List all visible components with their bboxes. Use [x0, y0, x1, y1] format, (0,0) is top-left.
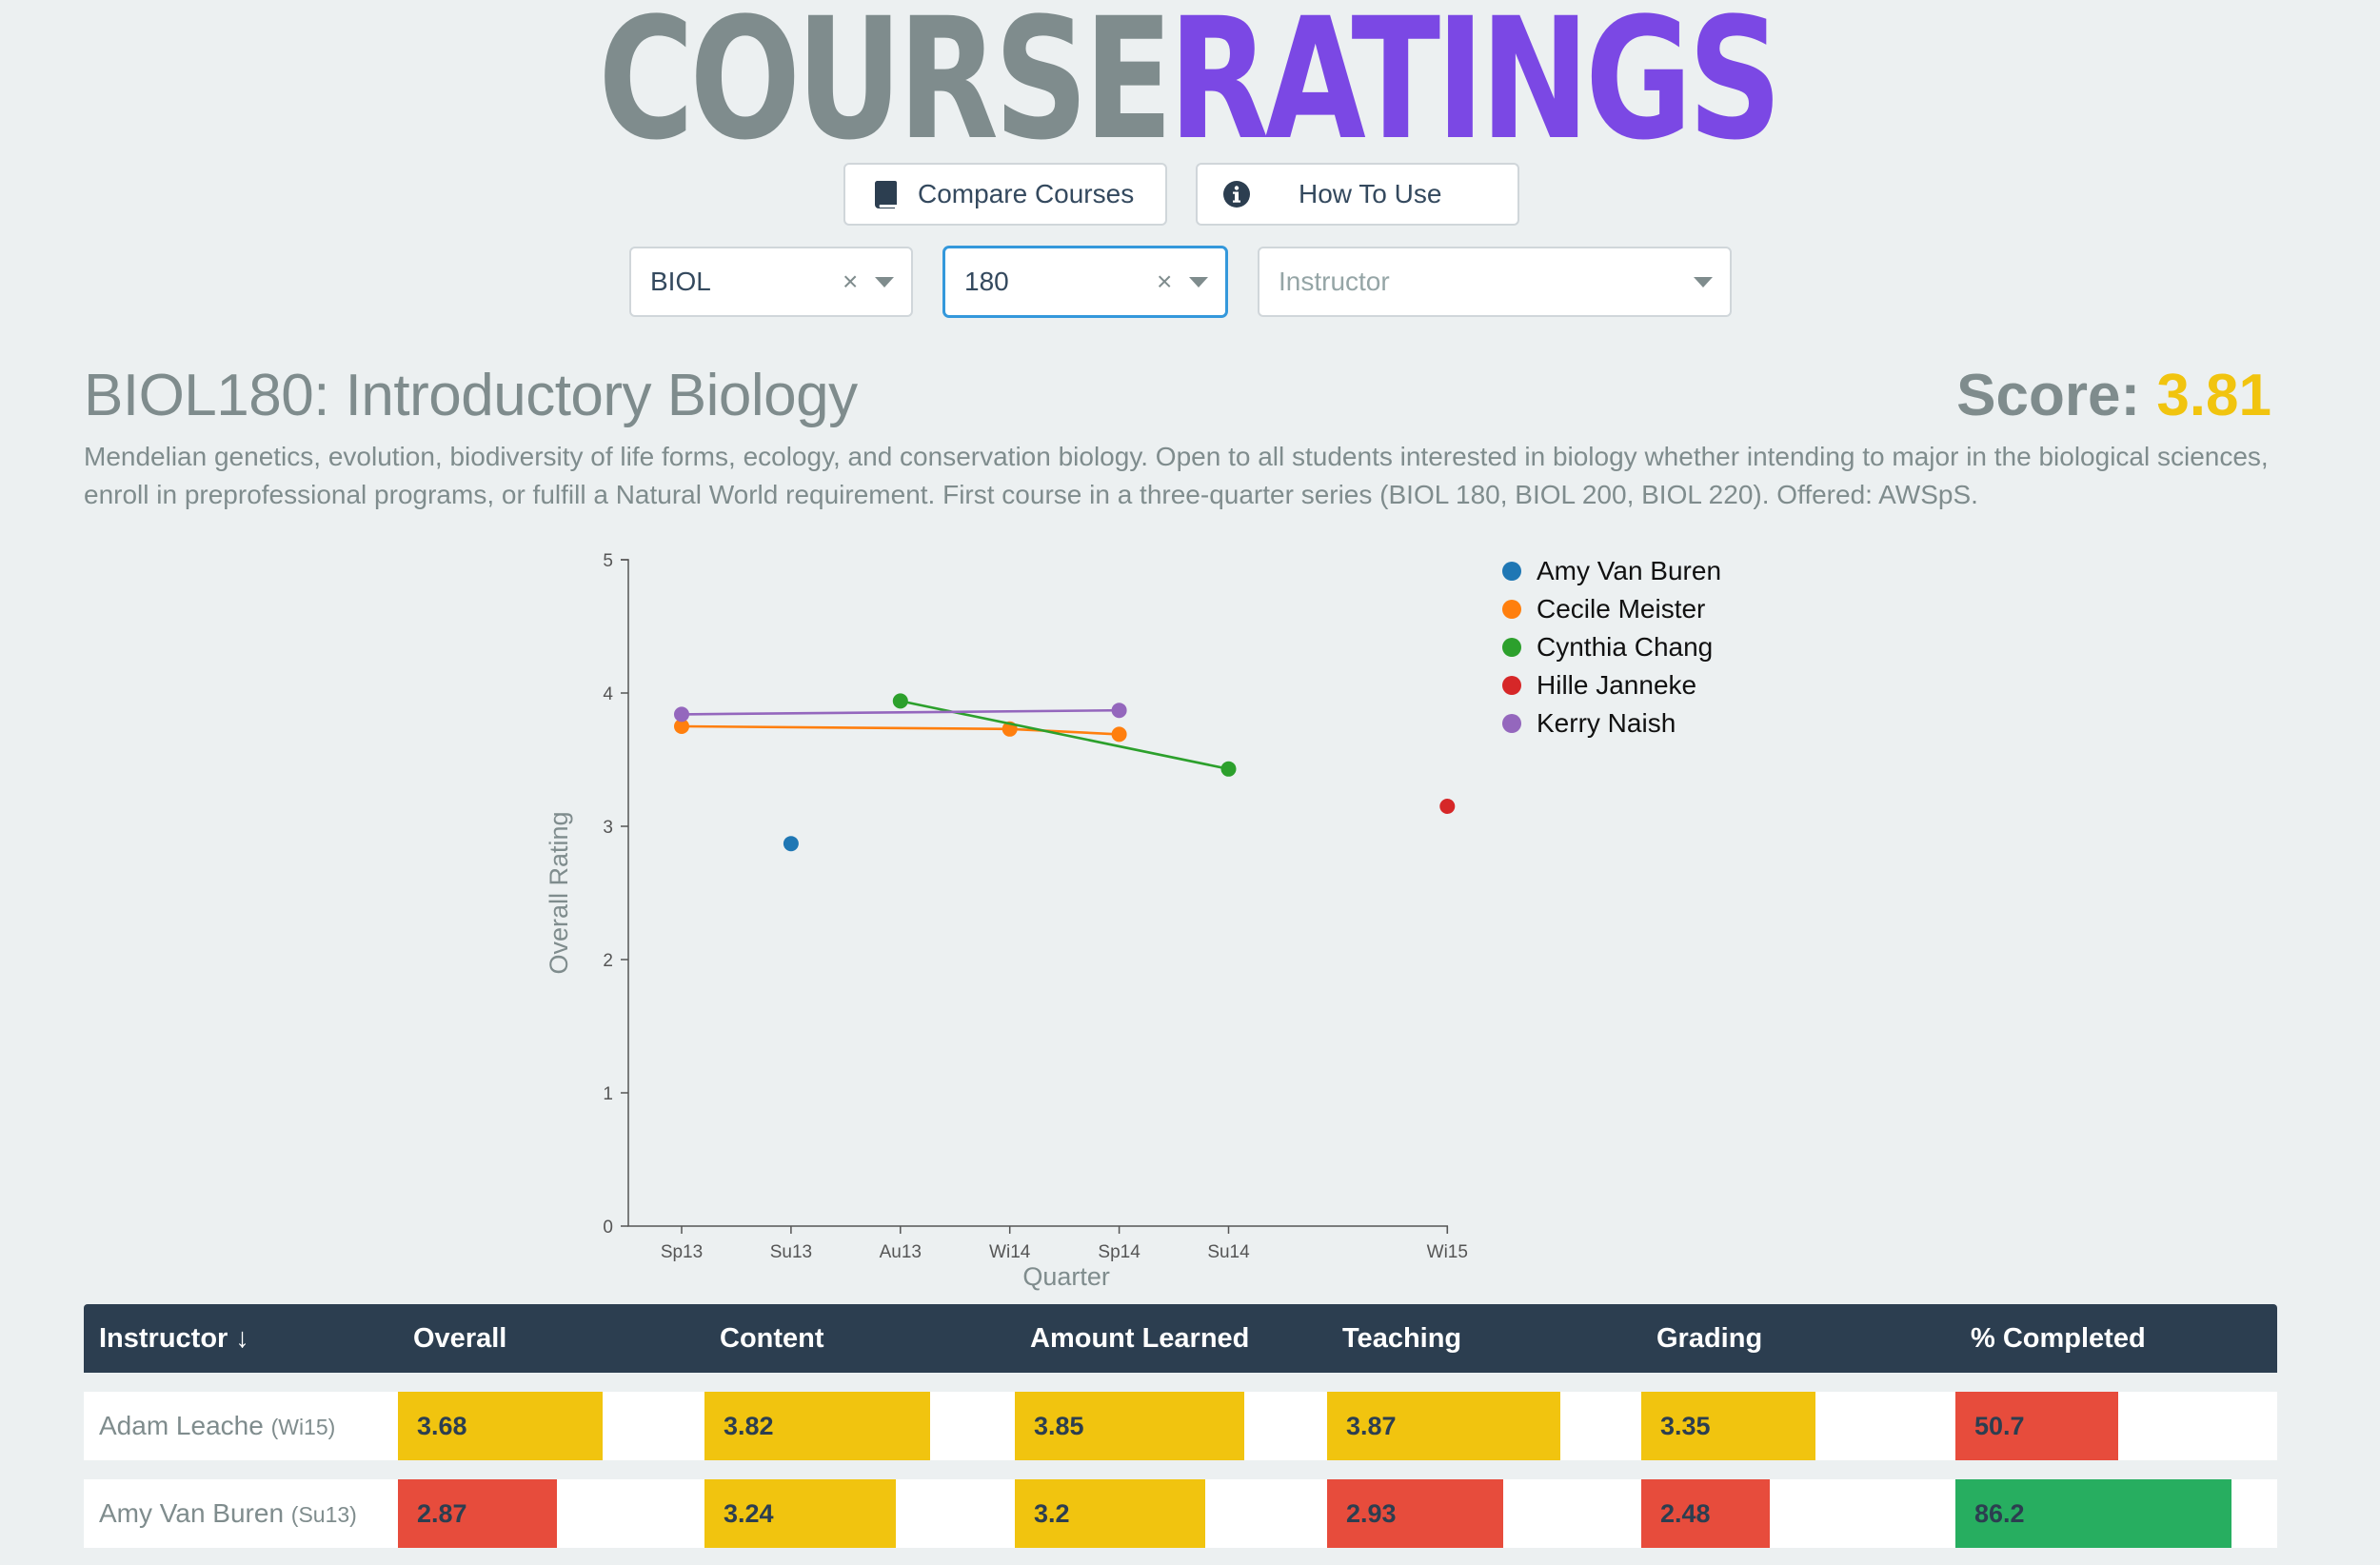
course-title: BIOL180: Introductory Biology: [84, 363, 858, 428]
rating-bar: 3.85: [1015, 1392, 1244, 1460]
legend-item: Kerry Naish: [1502, 704, 1721, 743]
legend-item: Cecile Meister: [1502, 590, 1721, 628]
legend-item: Cynthia Chang: [1502, 628, 1721, 666]
book-icon: [870, 178, 902, 210]
instructor-quarter: (Su13): [290, 1502, 357, 1527]
x-tick-label: Sp14: [1098, 1242, 1140, 1262]
chevron-down-icon[interactable]: [1694, 276, 1713, 287]
table-row[interactable]: Amy Van Buren (Su13) 2.87 3.24 3.2 2.93 2.48 8…: [84, 1479, 2277, 1548]
y-tick-label: 4: [603, 684, 613, 704]
score-value: 3.81: [2156, 363, 2271, 428]
legend-item: Hille Janneke: [1502, 666, 1721, 704]
rating-bar: 2.93: [1327, 1479, 1503, 1548]
rating-bar: 3.82: [704, 1392, 930, 1460]
data-point: [1111, 703, 1127, 719]
logo-ratings: RATINGS: [1168, 0, 1782, 177]
compare-courses-label: Compare Courses: [918, 179, 1135, 208]
instructor-name: Amy Van Buren (Su13): [99, 1498, 357, 1528]
series-line: [681, 724, 1120, 736]
data-point: [1439, 799, 1456, 814]
y-tick-label: 2: [603, 951, 613, 971]
legend-swatch: [1502, 676, 1521, 695]
legend-label: Cynthia Chang: [1537, 632, 1714, 662]
course-score: Score: 3.81: [1956, 362, 2271, 429]
table-body: Adam Leache (Wi15) 3.68 3.82 3.85 3.87 3.35 50…: [84, 1392, 2277, 1548]
data-point: [674, 719, 689, 734]
data-point: [674, 706, 689, 723]
legend-swatch: [1502, 638, 1521, 657]
y-tick-label: 3: [603, 818, 613, 838]
y-tick-label: 1: [603, 1084, 613, 1104]
legend-label: Amy Van Buren: [1537, 556, 1722, 585]
course-number-clear-icon[interactable]: ×: [1157, 267, 1173, 296]
department-value: BIOL: [650, 267, 711, 296]
instructor-quarter: (Wi15): [270, 1415, 336, 1439]
data-point: [1002, 721, 1018, 737]
score-label: Score:: [1956, 363, 2141, 428]
legend-label: Hille Janneke: [1537, 670, 1697, 700]
legend-swatch: [1502, 600, 1521, 619]
table-row[interactable]: Adam Leache (Wi15) 3.68 3.82 3.85 3.87 3.35 50…: [84, 1392, 2277, 1460]
sort-instructor-header[interactable]: Instructor ↓: [99, 1323, 249, 1354]
how-to-use-button[interactable]: How To Use: [1196, 163, 1519, 226]
legend-swatch: [1502, 562, 1521, 581]
rating-bar: 2.87: [398, 1479, 557, 1548]
chevron-down-icon[interactable]: [875, 276, 894, 287]
rating-bar: 3.87: [1327, 1392, 1560, 1460]
chart-axis-lines: [621, 559, 1449, 1234]
instructor-placeholder: Instructor: [1279, 267, 1390, 296]
x-tick-label: Wi15: [1427, 1242, 1468, 1262]
logo-course: COURSE: [598, 0, 1173, 177]
course-number-value: 180: [964, 267, 1009, 296]
x-tick-label: Sp13: [661, 1242, 703, 1262]
column-header[interactable]: Overall: [413, 1323, 507, 1354]
column-header[interactable]: Amount Learned: [1030, 1323, 1250, 1354]
rating-bar: 3.68: [398, 1392, 603, 1460]
legend-swatch: [1502, 714, 1521, 733]
how-to-use-label: How To Use: [1299, 179, 1442, 208]
department-clear-icon[interactable]: ×: [843, 267, 859, 296]
chevron-down-icon[interactable]: [1189, 276, 1208, 287]
legend-label: Cecile Meister: [1537, 594, 1706, 624]
department-select[interactable]: BIOL ×: [629, 247, 913, 317]
chart-legend: Amy Van Buren Cecile Meister Cynthia Chang…: [1502, 552, 1721, 743]
ratings-table: Instructor ↓ Overall Content Amount Learned…: [84, 1304, 2277, 1548]
compare-courses-button[interactable]: Compare Courses: [843, 163, 1167, 226]
instructor-name: Adam Leache (Wi15): [99, 1411, 336, 1440]
data-point: [892, 693, 908, 709]
column-header[interactable]: Content: [720, 1323, 824, 1354]
rating-bar: 2.48: [1641, 1479, 1770, 1548]
rating-bar: 50.7: [1955, 1392, 2118, 1460]
x-tick-label: Au13: [880, 1242, 922, 1262]
data-point: [1220, 761, 1237, 777]
info-circle-icon: [1220, 178, 1253, 210]
x-tick-label: Wi14: [989, 1242, 1031, 1262]
x-tick-label: Su14: [1207, 1242, 1250, 1262]
column-header[interactable]: % Completed: [1971, 1323, 2146, 1354]
table-header: Instructor ↓ Overall Content Amount Learned…: [84, 1304, 2277, 1373]
instructor-select[interactable]: Instructor: [1258, 247, 1732, 317]
data-point: [783, 836, 799, 852]
rating-bar: 3.2: [1015, 1479, 1205, 1548]
series-line: [900, 700, 1229, 771]
site-logo[interactable]: COURSERATINGS: [260, 0, 2116, 164]
data-point: [1111, 726, 1127, 743]
x-axis-label: Quarter: [1022, 1262, 1110, 1291]
rating-bar: 86.2: [1955, 1479, 2231, 1548]
column-header[interactable]: Teaching: [1342, 1323, 1462, 1354]
column-header[interactable]: Grading: [1656, 1323, 1763, 1354]
legend-item: Amy Van Buren: [1502, 552, 1721, 590]
x-tick-label: Su13: [770, 1242, 812, 1262]
rating-bar: 3.35: [1641, 1392, 1815, 1460]
series-line: [681, 708, 1120, 716]
y-axis-label: Overall Rating: [545, 811, 573, 974]
y-tick-label: 5: [603, 551, 613, 571]
legend-label: Kerry Naish: [1537, 708, 1676, 738]
y-tick-label: 0: [603, 1218, 613, 1238]
course-number-select[interactable]: 180 ×: [943, 247, 1227, 317]
course-description: Mendelian genetics, evolution, biodivers…: [84, 442, 2269, 509]
rating-bar: 3.24: [704, 1479, 896, 1548]
